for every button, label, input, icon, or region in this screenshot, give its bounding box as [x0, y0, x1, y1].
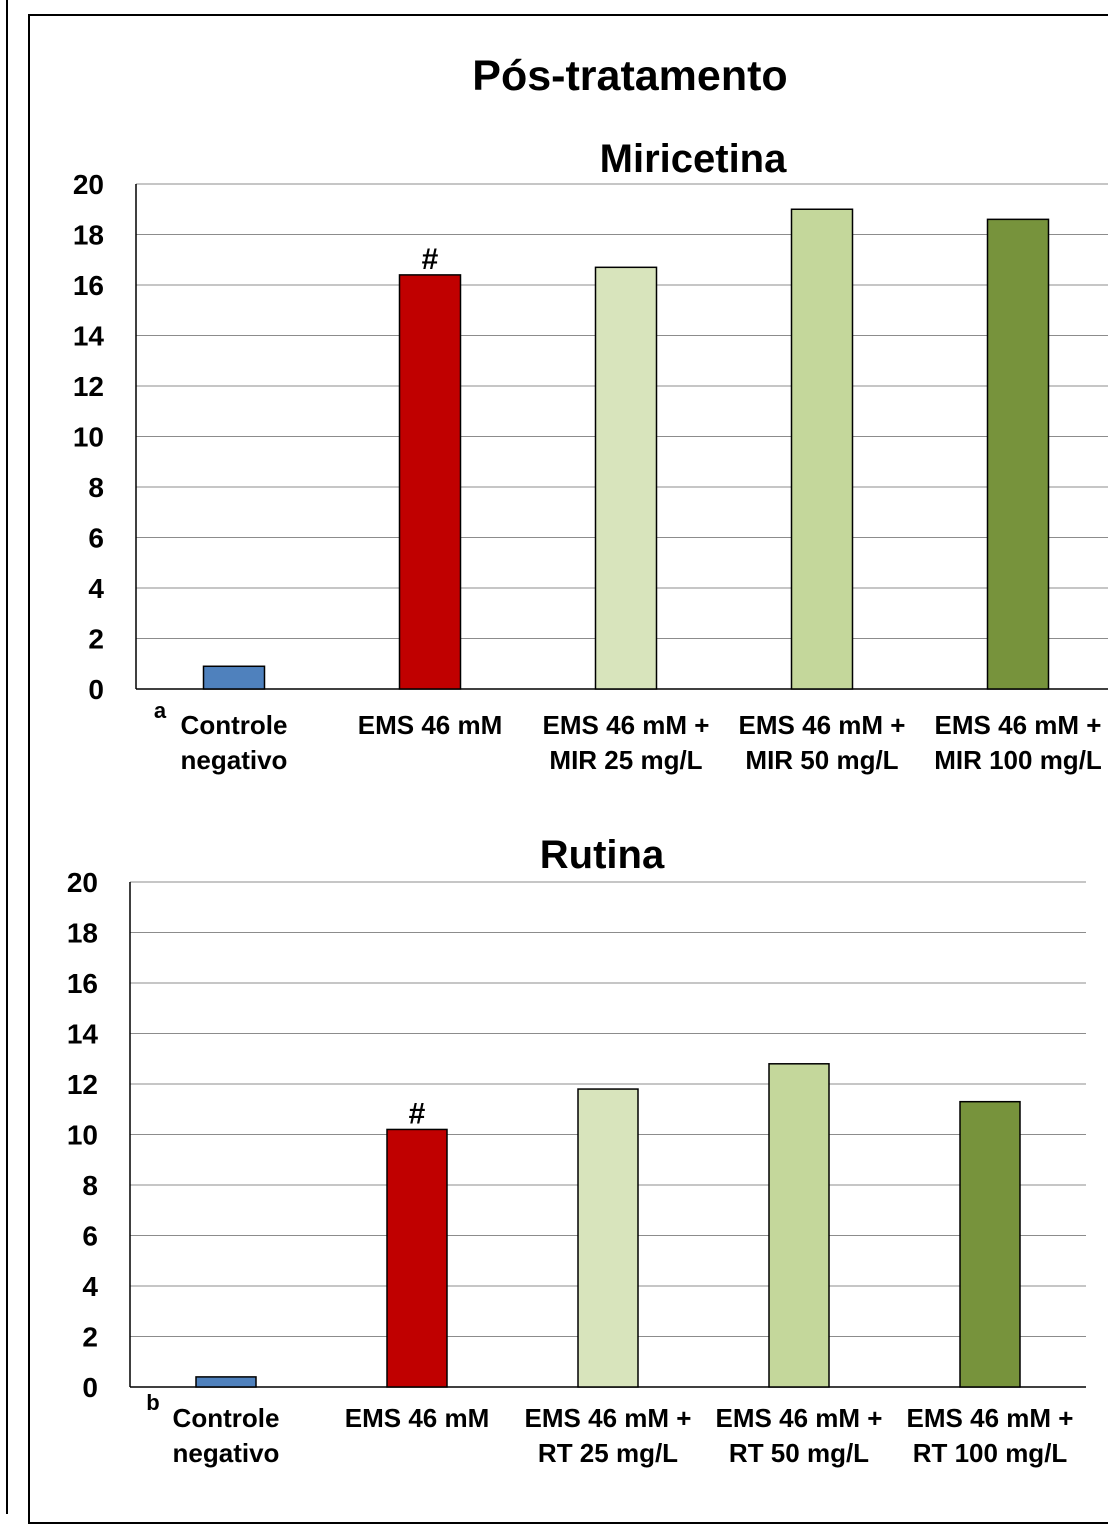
y-tick-label: 6	[88, 523, 104, 554]
chart-rutina: Rutina 0 2 4 6 8 10 12 14 16 18 20 Controle negativo #…	[67, 833, 1086, 1468]
y-tick-label: 2	[88, 624, 104, 655]
bar	[195, 1376, 257, 1388]
y-tick-label: 14	[73, 321, 105, 352]
y-tick-label: 4	[88, 573, 104, 604]
y-tick-label: 8	[88, 472, 104, 503]
bar	[986, 218, 1050, 690]
significance-marker: #	[422, 243, 439, 276]
x-tick-label: negativo	[181, 745, 288, 775]
chart-title: Miricetina	[600, 137, 787, 181]
bar	[959, 1100, 1021, 1388]
bar	[398, 274, 462, 690]
bar	[594, 266, 658, 690]
x-tick-label: RT 25 mg/L	[538, 1438, 678, 1468]
y-tick-label: 2	[82, 1322, 98, 1353]
x-tick-label: Controle	[181, 710, 288, 740]
left-border-line	[6, 0, 8, 1514]
y-tick-label: 10	[67, 1120, 98, 1151]
x-tick-label: MIR 100 mg/L	[934, 745, 1102, 775]
x-tick-label: EMS 46 mM +	[716, 1403, 883, 1433]
x-tick-label: MIR 50 mg/L	[745, 745, 898, 775]
y-tick-label: 0	[88, 674, 104, 705]
panel-label: a	[154, 698, 167, 723]
x-tick-label: EMS 46 mM	[358, 710, 503, 740]
y-tick-label: 12	[73, 371, 104, 402]
significance-marker: #	[409, 1097, 426, 1130]
x-tick-label: RT 50 mg/L	[729, 1438, 869, 1468]
x-tick-label: EMS 46 mM +	[543, 710, 710, 740]
bar	[202, 665, 266, 690]
y-tick-label: 0	[82, 1372, 98, 1403]
bar	[790, 208, 854, 690]
y-tick-label: 12	[67, 1069, 98, 1100]
y-tick-label: 16	[67, 968, 98, 999]
x-tick-label: Controle	[173, 1403, 280, 1433]
y-tick-label: 18	[73, 220, 104, 251]
y-tick-label: 10	[73, 422, 104, 453]
y-tick-label: 20	[73, 169, 104, 200]
bar	[386, 1128, 448, 1388]
chart-miricetina: Miricetina 0 2 4 6 8 10 12 14 16 18 20 Controle negat…	[73, 137, 1108, 775]
x-tick-label: MIR 25 mg/L	[549, 745, 702, 775]
x-tick-label: EMS 46 mM +	[935, 710, 1102, 740]
bar	[768, 1063, 830, 1388]
y-tick-label: 8	[82, 1170, 98, 1201]
chart-title: Rutina	[540, 833, 665, 877]
y-tick-label: 14	[67, 1019, 99, 1050]
y-tick-label: 16	[73, 270, 104, 301]
y-tick-label: 20	[67, 867, 98, 898]
x-tick-label: EMS 46 mM +	[739, 710, 906, 740]
x-tick-label: EMS 46 mM +	[525, 1403, 692, 1433]
y-tick-label: 4	[82, 1271, 98, 1302]
y-tick-label: 18	[67, 918, 98, 949]
y-tick-label: 6	[82, 1221, 98, 1252]
panel-label: b	[146, 1390, 159, 1415]
x-tick-label: negativo	[173, 1438, 280, 1468]
bar	[577, 1088, 639, 1388]
x-tick-label: EMS 46 mM	[345, 1403, 490, 1433]
x-tick-label: RT 100 mg/L	[913, 1438, 1068, 1468]
x-tick-label: EMS 46 mM +	[907, 1403, 1074, 1433]
figure-title: Pós-tratamento	[472, 52, 788, 100]
